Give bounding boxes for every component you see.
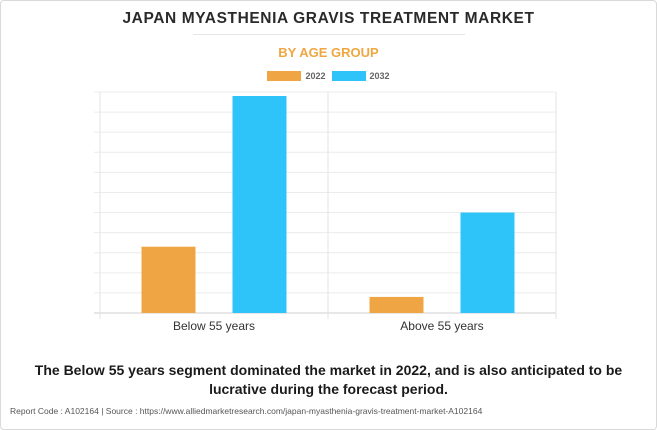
legend-label-2032: 2032 bbox=[369, 71, 390, 81]
title-divider bbox=[193, 34, 465, 35]
report-footer: Report Code : A102164 | Source : https:/… bbox=[10, 406, 483, 416]
bar-chart: Below 55 years Above 55 years bbox=[94, 91, 557, 333]
legend: 2022 2032 bbox=[0, 71, 657, 81]
x-tick-label: Below 55 years bbox=[173, 319, 255, 333]
legend-swatch-2022 bbox=[267, 71, 302, 81]
legend-swatch-2032 bbox=[331, 71, 366, 81]
bar-2032-0 bbox=[232, 96, 287, 313]
bar-2032-1 bbox=[460, 212, 515, 313]
legend-item-2022[interactable]: 2022 bbox=[267, 71, 326, 81]
chart-summary: The Below 55 years segment dominated the… bbox=[34, 362, 623, 397]
chart-title: JAPAN MYASTHENIA GRAVIS TREATMENT MARKET bbox=[122, 10, 535, 27]
bar-2022-0 bbox=[141, 246, 196, 313]
x-tick-label: Above 55 years bbox=[400, 319, 483, 333]
legend-label-2022: 2022 bbox=[305, 71, 326, 81]
legend-item-2032[interactable]: 2032 bbox=[331, 71, 390, 81]
bar-2022-1 bbox=[369, 296, 424, 313]
chart-subtitle: BY AGE GROUP bbox=[278, 45, 379, 60]
